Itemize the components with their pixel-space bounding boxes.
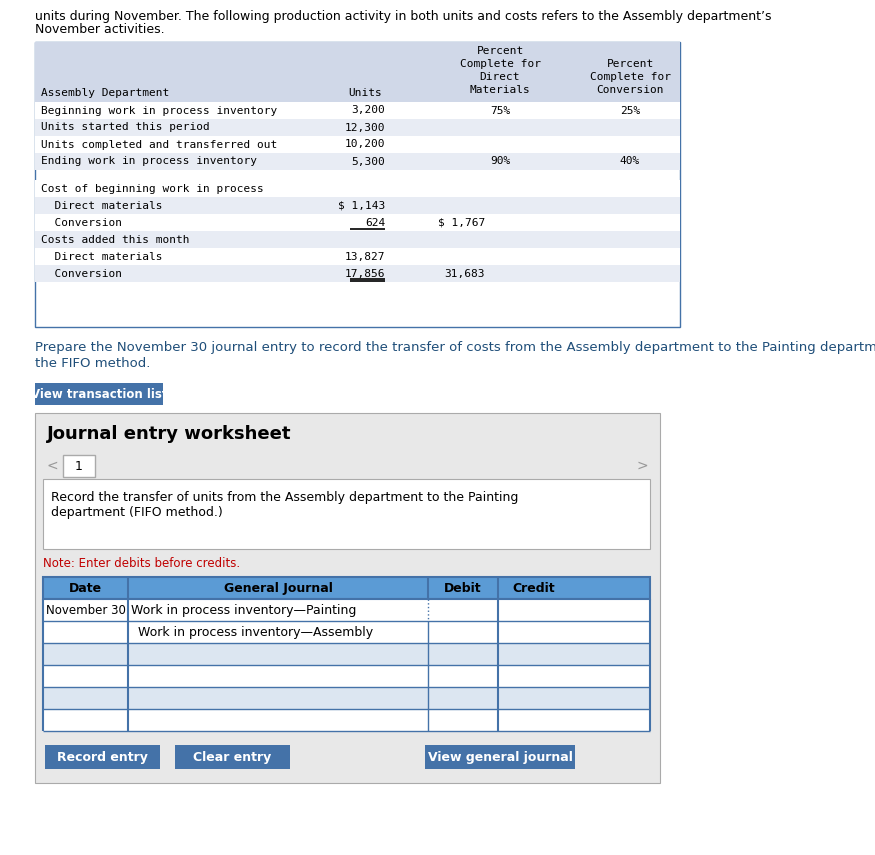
Text: 1: 1 (75, 459, 83, 473)
Text: Assembly Department: Assembly Department (41, 88, 169, 98)
Text: Direct: Direct (480, 72, 521, 82)
Text: >: > (636, 459, 648, 473)
Text: Work in process inventory—Painting: Work in process inventory—Painting (131, 604, 356, 616)
FancyBboxPatch shape (43, 621, 650, 643)
Text: General Journal: General Journal (224, 581, 332, 594)
Text: November 30: November 30 (46, 604, 126, 616)
Text: November activities.: November activities. (35, 23, 164, 36)
FancyBboxPatch shape (63, 455, 95, 477)
Text: 31,683: 31,683 (444, 268, 485, 279)
Text: Prepare the November 30 journal entry to record the transfer of costs from the A: Prepare the November 30 journal entry to… (35, 341, 875, 354)
Text: Materials: Materials (470, 85, 530, 95)
Text: Note: Enter debits before credits.: Note: Enter debits before credits. (43, 557, 240, 570)
Text: 25%: 25% (620, 105, 640, 115)
FancyBboxPatch shape (43, 687, 650, 709)
FancyBboxPatch shape (45, 745, 160, 769)
Text: Record the transfer of units from the Assembly department to the Painting: Record the transfer of units from the As… (51, 491, 518, 504)
Text: Conversion: Conversion (41, 268, 122, 279)
FancyBboxPatch shape (35, 42, 680, 327)
FancyBboxPatch shape (43, 643, 650, 665)
FancyBboxPatch shape (35, 265, 680, 282)
Text: Conversion: Conversion (596, 85, 664, 95)
Text: 40%: 40% (620, 156, 640, 167)
FancyBboxPatch shape (175, 745, 290, 769)
Text: Date: Date (69, 581, 102, 594)
Text: Complete for: Complete for (459, 59, 541, 69)
FancyBboxPatch shape (35, 119, 680, 136)
Text: Clear entry: Clear entry (192, 751, 271, 764)
FancyBboxPatch shape (35, 153, 680, 170)
Text: Direct materials: Direct materials (41, 201, 163, 210)
Text: $ 1,767: $ 1,767 (438, 217, 485, 227)
Text: Costs added this month: Costs added this month (41, 234, 190, 245)
FancyBboxPatch shape (35, 413, 660, 783)
Text: 13,827: 13,827 (345, 251, 385, 262)
Text: units during November. The following production activity in both units and costs: units during November. The following pro… (35, 10, 772, 23)
Text: Conversion: Conversion (41, 217, 122, 227)
FancyBboxPatch shape (35, 180, 680, 197)
Text: Record entry: Record entry (57, 751, 147, 764)
Text: Direct materials: Direct materials (41, 251, 163, 262)
Text: View transaction list: View transaction list (31, 387, 167, 400)
Text: Ending work in process inventory: Ending work in process inventory (41, 156, 257, 167)
Text: Units: Units (348, 88, 382, 98)
Text: 90%: 90% (490, 156, 510, 167)
FancyBboxPatch shape (35, 197, 680, 214)
Text: 624: 624 (365, 217, 385, 227)
FancyBboxPatch shape (43, 599, 650, 621)
Text: Credit: Credit (513, 581, 556, 594)
Text: Debit: Debit (444, 581, 482, 594)
FancyBboxPatch shape (35, 42, 680, 102)
Text: Percent: Percent (476, 46, 523, 56)
Text: View general journal: View general journal (428, 751, 572, 764)
FancyBboxPatch shape (425, 745, 575, 769)
Text: Cost of beginning work in process: Cost of beginning work in process (41, 184, 263, 193)
Text: 5,300: 5,300 (351, 156, 385, 167)
Text: 10,200: 10,200 (345, 139, 385, 150)
Text: Units started this period: Units started this period (41, 122, 210, 133)
Text: the FIFO method.: the FIFO method. (35, 357, 150, 370)
Text: Beginning work in process inventory: Beginning work in process inventory (41, 105, 277, 115)
Text: department (FIFO method.): department (FIFO method.) (51, 506, 223, 519)
Text: 75%: 75% (490, 105, 510, 115)
Text: Journal entry worksheet: Journal entry worksheet (47, 425, 291, 443)
Text: Work in process inventory—Assembly: Work in process inventory—Assembly (138, 626, 373, 639)
Text: $ 1,143: $ 1,143 (338, 201, 385, 210)
Text: Percent: Percent (606, 59, 654, 69)
Text: 3,200: 3,200 (351, 105, 385, 115)
FancyBboxPatch shape (35, 231, 680, 248)
FancyBboxPatch shape (35, 248, 680, 265)
FancyBboxPatch shape (35, 136, 680, 153)
Text: <: < (47, 459, 59, 473)
FancyBboxPatch shape (43, 577, 650, 599)
FancyBboxPatch shape (43, 665, 650, 687)
Text: 12,300: 12,300 (345, 122, 385, 133)
FancyBboxPatch shape (43, 709, 650, 731)
Text: Complete for: Complete for (590, 72, 670, 82)
Text: Units completed and transferred out: Units completed and transferred out (41, 139, 277, 150)
FancyBboxPatch shape (43, 479, 650, 549)
Text: 17,856: 17,856 (345, 268, 385, 279)
FancyBboxPatch shape (35, 383, 163, 405)
FancyBboxPatch shape (35, 102, 680, 119)
FancyBboxPatch shape (35, 214, 680, 231)
